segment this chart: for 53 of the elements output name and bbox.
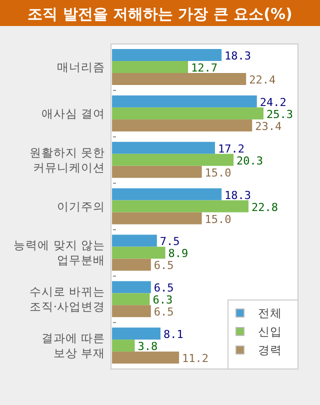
data-label: 6.5	[154, 282, 174, 295]
y-tick-label: 매너리즘	[57, 60, 105, 74]
bar	[112, 95, 257, 108]
bar	[112, 258, 151, 271]
data-label: 6.3	[152, 294, 173, 307]
bar	[112, 352, 180, 364]
bar	[112, 166, 202, 178]
data-label: 22.8	[252, 200, 278, 214]
bar	[112, 234, 157, 247]
data-label: 23.4	[255, 120, 282, 133]
bar	[112, 340, 135, 352]
bar	[112, 119, 252, 132]
bar	[112, 188, 222, 200]
y-tick-label: 원활하지 못한 커뮤니케이션	[29, 145, 105, 174]
bar	[112, 142, 215, 154]
bar	[112, 49, 222, 61]
data-label: 8.1	[163, 328, 184, 342]
y-tick-label: 이기주의	[57, 199, 105, 214]
bar	[112, 281, 151, 294]
data-label: 25.3	[266, 108, 293, 121]
data-label: 6.5	[154, 259, 174, 272]
bar	[112, 212, 202, 224]
legend-label: 전체	[258, 306, 282, 320]
data-label: 7.5	[160, 235, 180, 248]
bar	[112, 328, 160, 340]
bar	[112, 246, 166, 259]
bar	[112, 107, 264, 120]
data-label: 8.9	[168, 247, 188, 260]
data-label: 18.3	[224, 50, 252, 62]
y-tick-label: 능력에 맞지 않는 업무분배	[14, 238, 105, 268]
data-label: 22.4	[249, 74, 276, 86]
data-label: 15.0	[204, 166, 232, 180]
y-tick-label: 수시로 바뀌는 조직·사업변경	[29, 284, 105, 314]
bar	[112, 200, 249, 212]
chart-title: 조직 발전을 저해하는 가장 큰 요소(%)	[28, 5, 292, 23]
y-tick-label: 애사심 결여	[41, 106, 105, 120]
data-label: 3.8	[138, 340, 158, 354]
bar	[112, 73, 246, 85]
data-label: 18.3	[224, 188, 252, 202]
y-tick-label: 결과에 따른 보상 부재	[41, 331, 105, 360]
legend-label: 신입	[258, 324, 282, 338]
data-label: 17.2	[218, 142, 244, 156]
bar	[112, 293, 150, 306]
bar	[112, 305, 151, 318]
data-label: 12.7	[191, 62, 218, 74]
data-label: 11.2	[182, 352, 209, 366]
bar	[112, 154, 234, 166]
data-label: 24.2	[260, 96, 286, 109]
data-label: 6.5	[154, 306, 174, 319]
data-label: 20.3	[236, 154, 264, 168]
legend-label: 경력	[258, 343, 282, 357]
bar	[112, 61, 188, 73]
data-label: 15.0	[204, 212, 232, 226]
